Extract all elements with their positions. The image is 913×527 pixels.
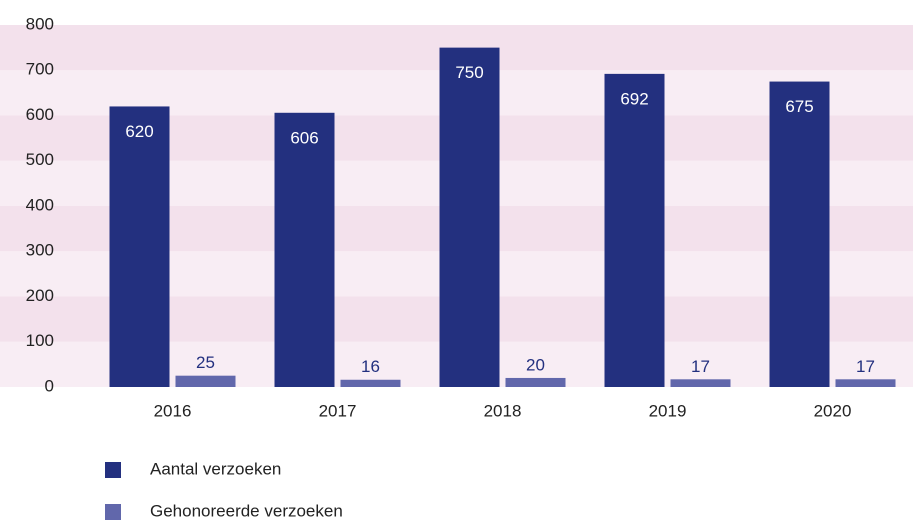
y-tick-label: 800 xyxy=(26,14,54,33)
y-tick-label: 600 xyxy=(26,105,54,124)
bar xyxy=(274,112,335,387)
y-tick-label: 0 xyxy=(45,376,54,395)
value-label: 620 xyxy=(125,122,153,141)
bar xyxy=(604,73,665,388)
bar xyxy=(109,106,170,387)
bar xyxy=(835,379,896,387)
value-label: 606 xyxy=(290,128,318,147)
legend-swatch xyxy=(105,504,121,520)
y-tick-label: 300 xyxy=(26,241,54,260)
bar xyxy=(175,375,236,387)
x-tick-label: 2017 xyxy=(319,401,357,420)
x-tick-label: 2018 xyxy=(484,401,522,420)
y-tick-label: 400 xyxy=(26,195,54,214)
y-tick-label: 100 xyxy=(26,331,54,350)
bar xyxy=(439,47,500,387)
value-label: 692 xyxy=(620,89,648,108)
x-tick-label: 2016 xyxy=(154,401,192,420)
value-label: 17 xyxy=(856,357,875,376)
y-tick-label: 700 xyxy=(26,60,54,79)
value-label: 17 xyxy=(691,357,710,376)
legend-swatch xyxy=(105,462,121,478)
bar xyxy=(769,81,830,387)
value-label: 20 xyxy=(526,355,545,374)
bar xyxy=(505,377,566,387)
bar xyxy=(340,379,401,387)
value-label: 675 xyxy=(785,97,813,116)
legend-label: Gehonoreerde verzoeken xyxy=(150,501,343,520)
bar xyxy=(670,379,731,387)
y-tick-label: 200 xyxy=(26,286,54,305)
value-label: 16 xyxy=(361,357,380,376)
x-tick-label: 2020 xyxy=(814,401,852,420)
value-label: 25 xyxy=(196,353,215,372)
x-tick-label: 2019 xyxy=(649,401,687,420)
legend-label: Aantal verzoeken xyxy=(150,459,281,478)
y-tick-label: 500 xyxy=(26,150,54,169)
value-label: 750 xyxy=(455,63,483,82)
